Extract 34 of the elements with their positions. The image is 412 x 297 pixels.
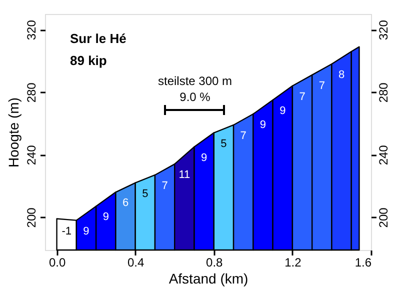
annotation: -1 bbox=[62, 225, 72, 238]
annotation: 7 bbox=[162, 180, 168, 192]
annotation: 9 bbox=[83, 225, 90, 238]
annotation: 9 bbox=[201, 152, 208, 164]
annotation: 6 bbox=[122, 197, 129, 210]
y2-tick-label: 240 bbox=[376, 144, 390, 166]
x-tick-label: 0.8 bbox=[206, 256, 224, 270]
y2-tick-label: 200 bbox=[376, 207, 390, 228]
annotation: 11 bbox=[178, 169, 190, 182]
annotation: 9.0 % bbox=[180, 90, 211, 104]
y2-tick-label: 280 bbox=[376, 82, 390, 103]
annotation: 7 bbox=[318, 80, 325, 92]
y-tick-label: 200 bbox=[24, 207, 38, 228]
x-axis-title: Afstand (km) bbox=[168, 270, 248, 286]
y-tick-label: 240 bbox=[24, 144, 38, 166]
x-tick-label: 1.6 bbox=[354, 256, 372, 270]
x-tick-label: 0.0 bbox=[48, 256, 66, 270]
annotation: 9 bbox=[102, 211, 109, 224]
annotation: 9 bbox=[280, 104, 286, 117]
y-tick-label: 280 bbox=[24, 82, 38, 103]
x-tick-label: 1.2 bbox=[284, 256, 302, 270]
y-axis-title: Hoogte (m) bbox=[6, 97, 22, 168]
annotation: 7 bbox=[240, 130, 246, 142]
annotation: steilste 300 m bbox=[158, 74, 232, 88]
annotation: 5 bbox=[142, 188, 148, 200]
annotation: 5 bbox=[220, 138, 227, 150]
annotation: 8 bbox=[338, 69, 345, 82]
y-tick-label: 320 bbox=[24, 20, 38, 40]
text: Sur le Hé bbox=[70, 31, 126, 46]
x-tick-label: 0.4 bbox=[127, 256, 144, 270]
annotation: 7 bbox=[299, 90, 306, 103]
annotation: 9 bbox=[260, 119, 266, 132]
y2-tick-label: 320 bbox=[376, 20, 390, 40]
text: 89 kip bbox=[70, 53, 107, 68]
